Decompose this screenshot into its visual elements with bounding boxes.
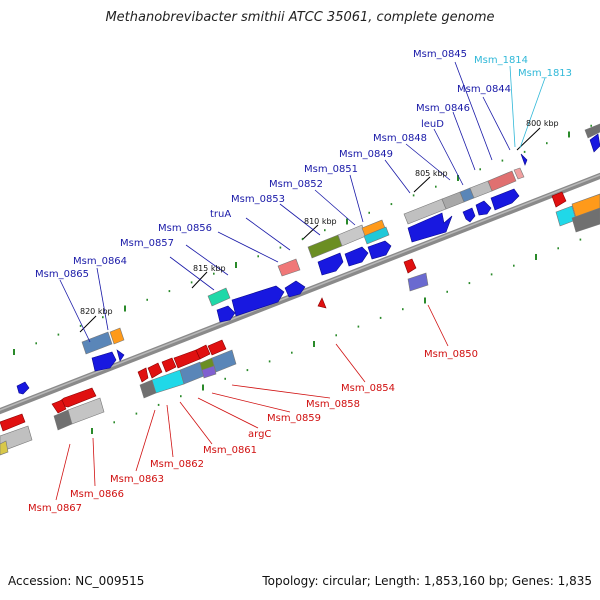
gene-label-msm-0861: Msm_0861 (203, 445, 257, 456)
tick-label-800: 800 kbp (526, 119, 559, 128)
forward-feature-boxes (81, 123, 600, 355)
gene-label-msm-0850: Msm_0850 (424, 349, 478, 360)
tick-row-inner (91, 238, 582, 434)
gene-label-msm-1813: Msm_1813 (518, 68, 572, 79)
gene-label-msm-0856: Msm_0856 (158, 223, 212, 234)
gene-label-msm-0863: Msm_0863 (110, 474, 164, 485)
gene-label-msm-0846: Msm_0846 (416, 103, 470, 114)
gene-label-msm-0848: Msm_0848 (373, 133, 427, 144)
gene-label-msm-0845: Msm_0845 (413, 49, 467, 60)
tick-label-810: 810 kbp (304, 217, 337, 226)
gene-label-trua: truA (210, 209, 231, 220)
top-leaders (59, 61, 511, 343)
gene-label-msm-0852: Msm_0852 (269, 179, 323, 190)
gene-label-msm-0866: Msm_0866 (70, 489, 124, 500)
tick-label-805: 805 kbp (415, 169, 448, 178)
accession-text: Accession: NC_009515 (8, 574, 145, 588)
gene-label-msm-0859: Msm_0859 (267, 413, 321, 424)
reverse-arrows (0, 191, 567, 432)
rna-leaders (509, 65, 546, 149)
tick-label-820: 820 kbp (80, 307, 113, 316)
gene-label-msm-0853: Msm_0853 (231, 194, 285, 205)
map-title: Methanobrevibacter smithii ATCC 35061, c… (105, 10, 495, 25)
topology-text: Topology: circular; Length: 1,853,160 bp… (262, 574, 592, 588)
gene-label-msm-0857: Msm_0857 (120, 238, 174, 249)
gene-label-msm-0851: Msm_0851 (304, 164, 358, 175)
gene-label-leud: leuD (421, 119, 444, 130)
reverse-feature-boxes (0, 193, 600, 456)
gene-label-msm-0865: Msm_0865 (35, 269, 89, 280)
gene-label-argc: argC (248, 429, 271, 440)
gene-blocks (0, 123, 600, 456)
gene-label-msm-0849: Msm_0849 (339, 149, 393, 160)
tick-label-815: 815 kbp (193, 264, 226, 273)
gene-label-msm-0862: Msm_0862 (150, 459, 204, 470)
forward-arrows (16, 133, 600, 395)
gene-label-msm-1814: Msm_1814 (474, 55, 528, 66)
bottom-leaders (55, 304, 449, 501)
gene-label-msm-0844: Msm_0844 (457, 84, 511, 95)
gene-label-msm-0854: Msm_0854 (341, 383, 395, 394)
gene-label-msm-0864: Msm_0864 (73, 256, 127, 267)
gene-label-msm-0867: Msm_0867 (28, 503, 82, 514)
gene-label-msm-0858: Msm_0858 (306, 399, 360, 410)
